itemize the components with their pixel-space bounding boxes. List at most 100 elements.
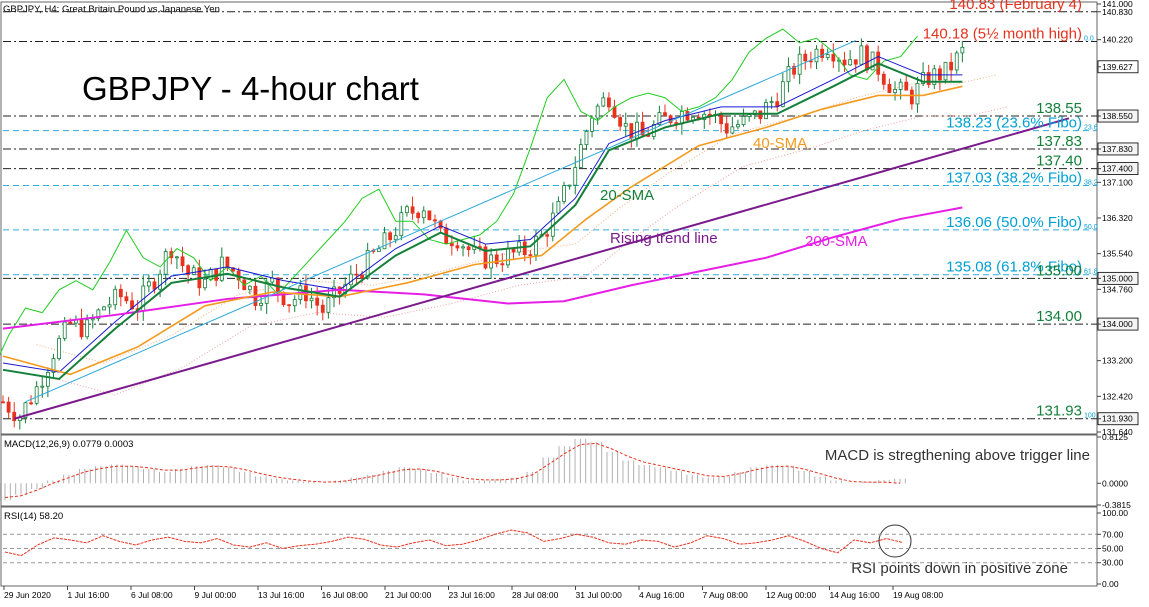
- candle-body: [578, 144, 583, 168]
- candle-body: [584, 130, 589, 146]
- candle-body: [348, 273, 353, 286]
- symbol-header: GBPJPY, H4: Great Britain Pound vs Japan…: [3, 4, 220, 15]
- candle-body: [943, 61, 948, 81]
- candle-body: [332, 286, 336, 299]
- y-tick-label: 136.320: [1102, 213, 1133, 223]
- candle-body: [651, 124, 656, 137]
- candle-body: [208, 268, 213, 280]
- y-tick-label: 131.640: [1102, 427, 1133, 437]
- y-tick-label: 137.830: [1102, 144, 1133, 154]
- rsi-line: [4, 529, 904, 557]
- candle-body: [730, 126, 735, 134]
- candle-body: [607, 97, 611, 108]
- candle-body: [859, 45, 864, 65]
- candle-body: [163, 251, 168, 275]
- candle-body: [534, 235, 538, 256]
- level-label: 134.00: [1036, 308, 1082, 325]
- y-tick-label: 131.930: [1102, 414, 1133, 424]
- y-tick-label: 134.760: [1102, 284, 1133, 294]
- rsi-annotation: RSI points down in positive zone: [851, 560, 1068, 577]
- candle-body: [612, 106, 617, 118]
- candle-body: [775, 101, 780, 107]
- x-tick-label: 23 Jul 16:00: [449, 590, 496, 600]
- candle-body: [590, 117, 594, 132]
- annotation-40-sma: 40-SMA: [753, 135, 807, 152]
- candle-body: [932, 68, 937, 85]
- level-label: 136.06 (50.0% Fibo): [946, 214, 1082, 231]
- fibo-tag: 100.0: [1084, 413, 1102, 420]
- candle-body: [113, 288, 118, 306]
- lagging-span-line: [0, 28, 918, 356]
- rsi-title: RSI(14) 58.20: [4, 511, 63, 522]
- x-tick-label: 13 Jul 16:00: [258, 590, 305, 600]
- x-tick-label: 19 Aug 08:00: [893, 590, 943, 600]
- candle-body: [601, 97, 606, 107]
- rsi-pane: [0, 506, 1098, 587]
- candle-body: [954, 52, 959, 71]
- x-tick-label: 4 Aug 16:00: [639, 590, 685, 600]
- candle-body: [152, 281, 157, 290]
- candle-body: [663, 112, 667, 117]
- candle-body: [354, 273, 359, 276]
- candle-body: [657, 112, 662, 125]
- y-tick-label: 134.000: [1102, 319, 1133, 329]
- level-label: 138.23 (23.6% Fibo): [946, 115, 1082, 132]
- candle-body: [34, 386, 39, 404]
- candle-body: [567, 184, 572, 187]
- candle-body: [623, 123, 628, 127]
- candle-body: [741, 116, 746, 125]
- candle-body: [315, 297, 320, 306]
- candle-body: [23, 402, 28, 418]
- candle-body: [904, 81, 909, 91]
- candle-body: [881, 73, 886, 85]
- candle-body: [960, 46, 965, 54]
- channel-line: [25, 40, 856, 403]
- macd-y-label: -0.3815: [1102, 500, 1131, 510]
- candle-body: [769, 101, 774, 104]
- candle-body: [376, 248, 381, 252]
- candle-body: [562, 185, 566, 202]
- x-tick-label: 16 Jul 08:00: [322, 590, 369, 600]
- candle-body: [921, 72, 925, 84]
- candle-body: [118, 288, 123, 298]
- candle-body: [461, 246, 465, 249]
- candle-body: [719, 113, 724, 125]
- candle-body: [556, 201, 561, 214]
- candle-body: [449, 243, 454, 247]
- x-tick-label: 9 Jul 00:00: [195, 590, 237, 600]
- macd-pane: [0, 434, 1098, 507]
- base-line: [2, 56, 963, 373]
- x-tick-label: 7 Aug 08:00: [703, 590, 749, 600]
- macd-y-label: 0.0000: [1102, 478, 1128, 488]
- sma20-line: [2, 62, 963, 381]
- candle-body: [629, 123, 634, 139]
- cloud-span: [36, 74, 997, 364]
- candle-body: [292, 299, 297, 307]
- cloud-span: [47, 106, 1008, 396]
- fibo-tag: 61.8: [1084, 269, 1098, 276]
- level-label: 135.00: [1036, 262, 1082, 279]
- candle-body: [51, 358, 56, 373]
- y-tick-label: 135.000: [1102, 273, 1133, 283]
- rsi-highlight-circle: [878, 524, 912, 558]
- level-label: 140.83 (February 4): [949, 0, 1082, 13]
- candle-body: [79, 318, 84, 338]
- annotation-20-sma: 20-SMA: [600, 187, 654, 204]
- candle-body: [186, 265, 191, 275]
- y-tick-label: 132.420: [1102, 391, 1133, 401]
- y-tick-label: 138.550: [1102, 111, 1133, 121]
- candle-body: [416, 212, 421, 219]
- x-tick-label: 1 Jul 16:00: [68, 590, 110, 600]
- candle-body: [887, 83, 892, 93]
- sma200-line: [2, 206, 963, 330]
- candle-body: [758, 110, 763, 120]
- candle-body: [360, 274, 364, 279]
- candle-body: [820, 48, 824, 58]
- candle-body: [724, 123, 729, 134]
- candle-body: [146, 281, 151, 287]
- y-tick-label: 137.400: [1102, 164, 1133, 174]
- candle-body: [393, 235, 398, 241]
- candle-body: [528, 254, 533, 257]
- rsi-y-label: 70.00: [1102, 529, 1124, 539]
- rising-trend-line: [13, 117, 1070, 420]
